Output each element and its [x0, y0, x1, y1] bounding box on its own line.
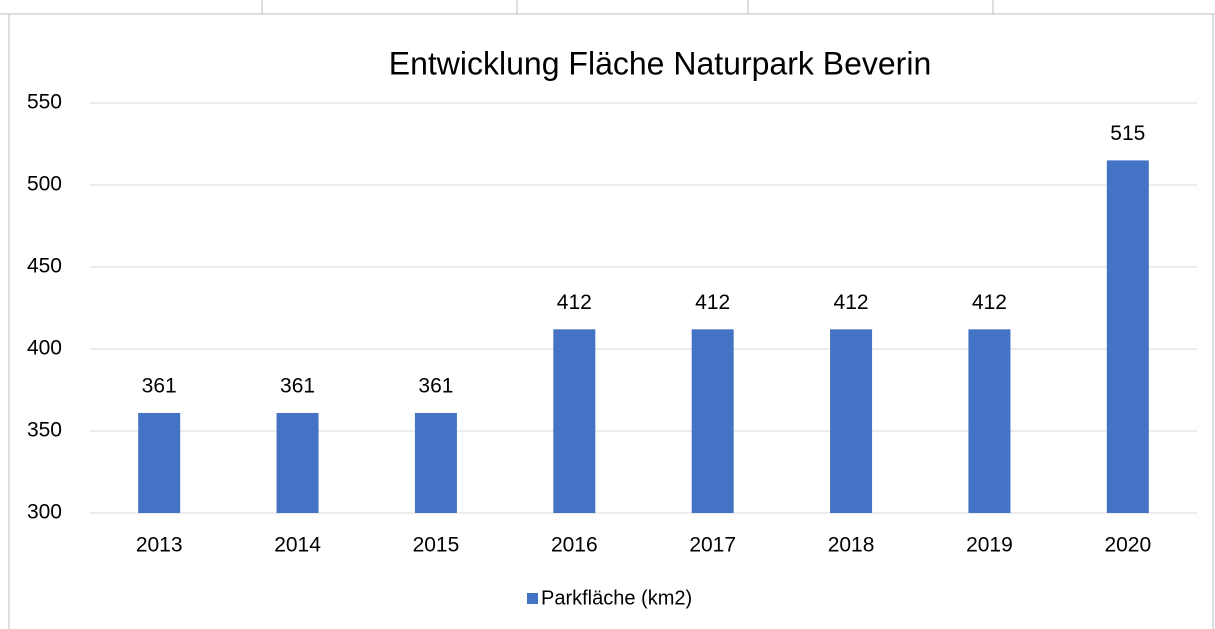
- bar: [968, 329, 1011, 513]
- data-label: 412: [557, 291, 592, 314]
- legend-swatch: [527, 593, 538, 604]
- y-tick-label: 400: [27, 337, 62, 360]
- bar: [553, 329, 596, 513]
- bar: [830, 329, 873, 513]
- y-tick-label: 450: [27, 255, 62, 278]
- data-label: 361: [418, 375, 453, 398]
- bar: [1106, 160, 1149, 513]
- y-tick-label: 550: [27, 91, 62, 114]
- y-tick-label: 500: [27, 173, 62, 196]
- bar: [276, 412, 319, 513]
- x-tick-label: 2016: [551, 534, 598, 557]
- bar: [691, 329, 734, 513]
- data-label: 412: [695, 291, 730, 314]
- data-label: 361: [142, 375, 177, 398]
- chart-title: Entwicklung Fläche Naturpark Beverin: [389, 45, 931, 81]
- data-label: 412: [972, 291, 1007, 314]
- x-tick-label: 2013: [136, 534, 183, 557]
- data-label: 515: [1110, 122, 1145, 145]
- x-tick-label: 2014: [274, 534, 321, 557]
- x-tick-label: 2018: [828, 534, 875, 557]
- data-label: 361: [280, 375, 315, 398]
- data-label: 412: [834, 291, 869, 314]
- bar: [414, 412, 457, 513]
- y-tick-label: 300: [27, 501, 62, 524]
- bar: [138, 412, 181, 513]
- legend-label: Parkfläche (km2): [541, 587, 692, 609]
- x-tick-label: 2015: [413, 534, 460, 557]
- x-tick-label: 2019: [966, 534, 1013, 557]
- x-tick-label: 2017: [689, 534, 736, 557]
- y-tick-label: 350: [27, 419, 62, 442]
- x-tick-label: 2020: [1104, 534, 1151, 557]
